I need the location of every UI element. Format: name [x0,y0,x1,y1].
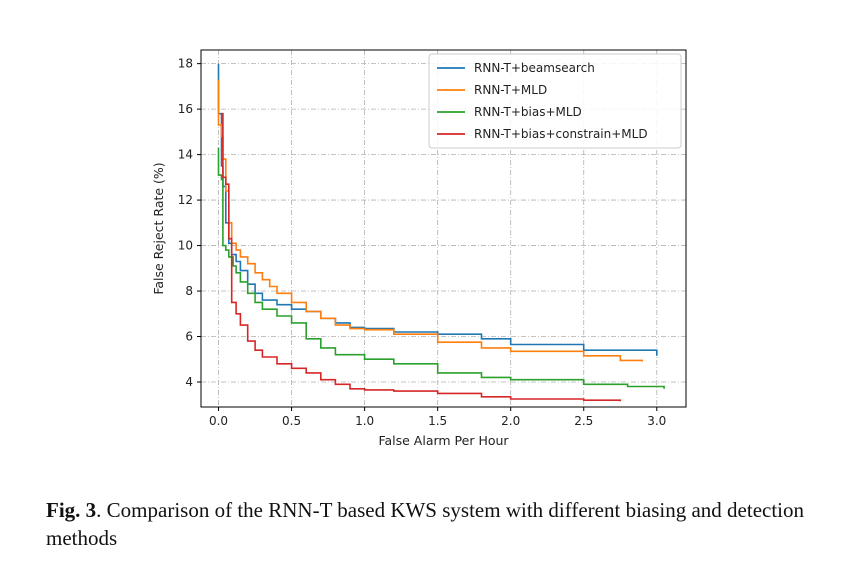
y-tick-label: 4 [185,375,193,389]
x-axis-label: False Alarm Per Hour [378,433,509,448]
legend-label: RNN-T+beamsearch [474,61,595,75]
legend-label: RNN-T+bias+constrain+MLD [474,127,648,141]
x-tick-label: 3.0 [647,414,666,428]
legend-box [428,53,682,149]
figure-caption: Fig. 3. Comparison of the RNN-T based KW… [46,496,836,552]
y-tick-label: 6 [185,330,193,344]
caption-figure-number: Fig. 3 [46,498,97,522]
axis-ticks: 0.0 0.5 1.0 1.5 2.0 2.5 3.0 4 6 8 10 12 14 16 18 [178,57,667,428]
caption-text: . Comparison of the RNN-T based KWS syst… [46,498,805,550]
series-lines [217,63,665,402]
x-tick-label: 2.0 [501,414,520,428]
series-line-4 [221,112,622,402]
y-tick-label: 14 [178,148,193,162]
x-tick-label: 1.0 [355,414,374,428]
legend: RNN-T+beamsearch RNN-T+MLD RNN-T+bias+MLD R… [428,53,682,149]
line-chart: 0.0 0.5 1.0 1.5 2.0 2.5 3.0 4 6 8 10 12 14 16 18 False… [151,49,687,448]
x-tick-label: 2.5 [574,414,593,428]
legend-label: RNN-T+bias+MLD [474,105,582,119]
y-tick-label: 8 [185,284,193,298]
y-tick-label: 16 [178,102,193,116]
x-tick-label: 0.5 [282,414,301,428]
y-tick-label: 18 [178,57,193,71]
x-tick-label: 1.5 [428,414,447,428]
y-tick-label: 12 [178,193,193,207]
y-axis-label: False Reject Rate (%) [151,162,166,294]
y-tick-label: 10 [178,239,193,253]
series-line-3 [217,147,665,389]
x-tick-label: 0.0 [209,414,228,428]
legend-label: RNN-T+MLD [474,83,547,97]
plot-frame [200,49,687,408]
